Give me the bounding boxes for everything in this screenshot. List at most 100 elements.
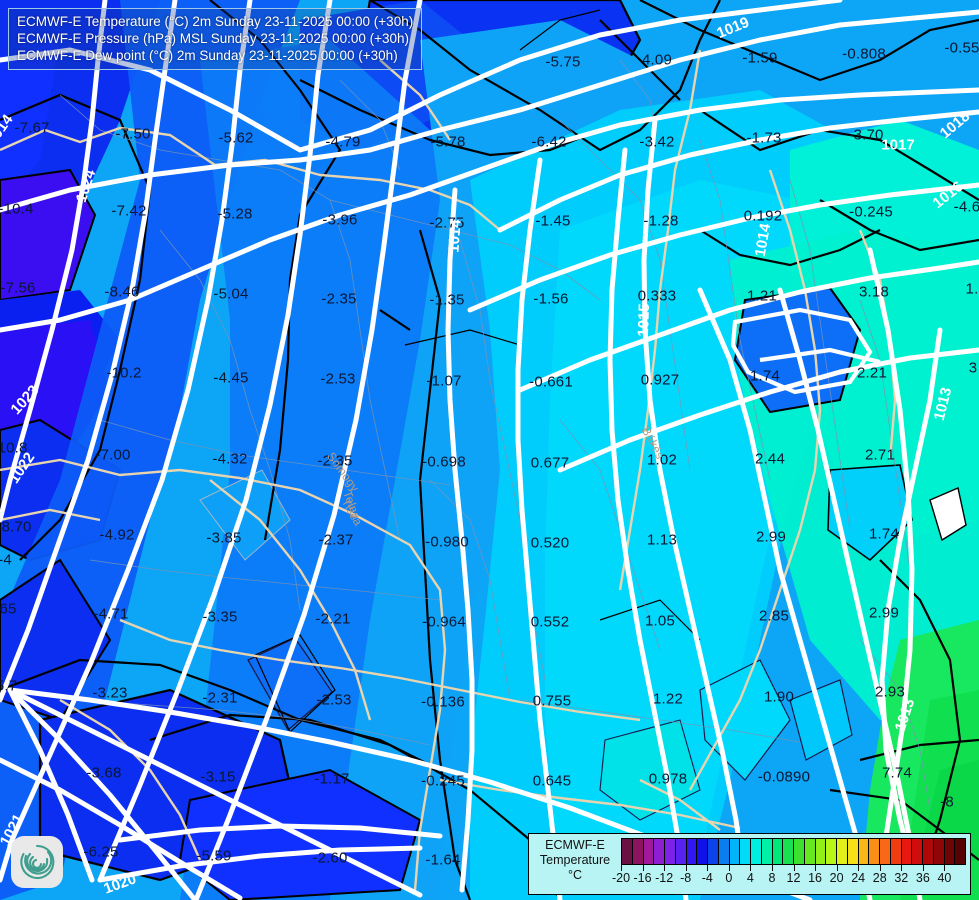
- temperature-value: 7.74: [882, 764, 912, 782]
- temperature-value: -1.07: [426, 372, 462, 390]
- colorbar-swatch: [890, 839, 902, 864]
- temperature-value: 1.: [965, 280, 979, 298]
- temperature-value: -0.808: [842, 45, 886, 63]
- temperature-value: -10.2: [106, 364, 142, 382]
- temperature-value: 2.44: [755, 450, 785, 468]
- colorbar-swatch: [869, 839, 880, 864]
- colorbar-swatch: [858, 839, 870, 864]
- temperature-value: -8: [940, 793, 954, 811]
- temperature-value: -1.45: [535, 212, 571, 230]
- temperature-value: 2.85: [759, 607, 789, 625]
- temperature-value: -3.70: [848, 126, 884, 144]
- temperature-value: -7.00: [95, 446, 131, 464]
- colorbar-tick-mark: [858, 865, 860, 871]
- colorbar-tick-label: -12: [655, 871, 674, 885]
- temperature-value: -4.32: [212, 450, 248, 468]
- temperature-value: -5.62: [218, 129, 254, 147]
- temperature-value: 0.333: [637, 287, 677, 305]
- temperature-value: -2.35: [317, 452, 353, 470]
- temperature-value: -4: [0, 551, 12, 569]
- temperature-value: -1.73: [746, 129, 782, 147]
- temperature-value: 65: [0, 600, 17, 618]
- colorbar-swatch: [901, 839, 913, 864]
- temperature-value: -8.70: [0, 518, 32, 536]
- colorbar-swatch: [794, 839, 805, 864]
- temperature-value: -3.23: [92, 684, 128, 702]
- temperature-value: 0.552: [530, 613, 570, 631]
- colorbar-tick-mark: [707, 865, 709, 871]
- temperature-value: -5.04: [213, 285, 249, 303]
- colorbar-swatch: [740, 839, 751, 864]
- colorbar-tick-label: 16: [808, 871, 823, 885]
- colorbar-tick-label: -8: [680, 871, 692, 885]
- cyclone-spiral-logo[interactable]: [11, 836, 63, 888]
- colorbar-swatch: [686, 839, 698, 864]
- temperature-value: -7.50: [115, 125, 151, 143]
- colorbar-tick-mark: [922, 865, 924, 871]
- temperature-value: -1.59: [742, 49, 778, 67]
- temperature-value: -0.698: [422, 453, 466, 471]
- colorbar-tick-mark: [901, 865, 903, 871]
- temperature-value: -1.64: [425, 851, 461, 869]
- colorbar-tick-label: -4: [701, 871, 713, 885]
- temperature-value: -5.75: [545, 53, 581, 71]
- colorbar-swatch: [880, 839, 891, 864]
- temperature-value: -8.46: [104, 283, 140, 301]
- temperature-value: 0.192: [743, 207, 783, 225]
- colorbar-tick-mark: [771, 865, 773, 871]
- colorbar-swatch: [643, 839, 655, 864]
- temperature-value: -0.964: [422, 613, 466, 631]
- temperature-value: 0.645: [532, 772, 572, 790]
- temperature-value: -0.136: [421, 693, 465, 711]
- colorbar-tick-labels: -20 -16 -12 -8 -4 0 4 8 12 16 20 24 28 32 36 40: [612, 865, 966, 887]
- temperature-value: 1.13: [647, 531, 677, 549]
- temperature-value: -4.79: [325, 133, 361, 151]
- temperature-value: -1.28: [643, 212, 679, 230]
- temperature-value: -3.85: [206, 529, 242, 547]
- temperature-value: -4.92: [99, 526, 135, 544]
- temperature-value: -5.59: [196, 847, 232, 865]
- temperature-value: 3: [968, 359, 978, 377]
- temperature-value: -2.53: [316, 691, 352, 709]
- colorbar-tick-mark: [728, 865, 730, 871]
- header-line-dewpoint: ECMWF-E Dew point (°C) 2m Sunday 23-11-2…: [17, 48, 398, 63]
- temperature-value: 2.99: [869, 604, 899, 622]
- temperature-value: -0.0890: [757, 768, 811, 786]
- temperature-value: 2.93: [875, 683, 905, 701]
- colorbar-tick-mark: [685, 865, 687, 871]
- temperature-value: -3.42: [639, 133, 675, 151]
- temperature-value: -2.21: [315, 610, 351, 628]
- colorbar-title: ECMWF-E Temperature °C: [529, 834, 621, 883]
- temperature-value: 1.74: [750, 367, 780, 385]
- colorbar-swatch: [622, 839, 633, 864]
- temperature-value: -6.25: [83, 843, 119, 861]
- temperature-value: 3.18: [859, 283, 889, 301]
- colorbar-swatch: [697, 839, 708, 864]
- colorbar-swatch: [708, 839, 719, 864]
- temperature-value: -3.96: [322, 211, 358, 229]
- temperature-value: -5.28: [217, 205, 253, 223]
- temperature-value: -1.35: [429, 291, 465, 309]
- temperature-value: -2.53: [320, 370, 356, 388]
- spiral-icon: [20, 844, 55, 880]
- temperature-value: -1.17: [314, 770, 350, 788]
- temperature-value: -3.35: [202, 608, 238, 626]
- temperature-value: 1.02: [647, 451, 677, 469]
- isobar-label: 1014: [445, 218, 465, 254]
- temperature-value: 0.927: [640, 371, 680, 389]
- temperature-value: -0.661: [529, 373, 573, 391]
- temperature-value: -1.56: [533, 290, 569, 308]
- colorbar-tick-label: 20: [829, 871, 844, 885]
- isobar-label: 1017: [881, 136, 915, 154]
- temperature-value: 4.09: [642, 51, 672, 69]
- map-header-legend: ECMWF-E Temperature (°C) 2m Sunday 23-11…: [8, 8, 423, 70]
- colorbar-tick-label: 36: [915, 871, 930, 885]
- temperature-value: -7.42: [111, 202, 147, 220]
- colorbar-tick-mark: [642, 865, 644, 871]
- colorbar-panel: ECMWF-E Temperature °C -20 -16 -12 -8 -4 0 4 8 1…: [528, 833, 971, 895]
- colorbar-tick-label: 32: [894, 871, 909, 885]
- colorbar-swatch: [944, 839, 956, 864]
- colorbar-tick-mark: [836, 865, 838, 871]
- temperature-value: 2.21: [857, 364, 887, 382]
- colorbar-swatch: [718, 839, 730, 864]
